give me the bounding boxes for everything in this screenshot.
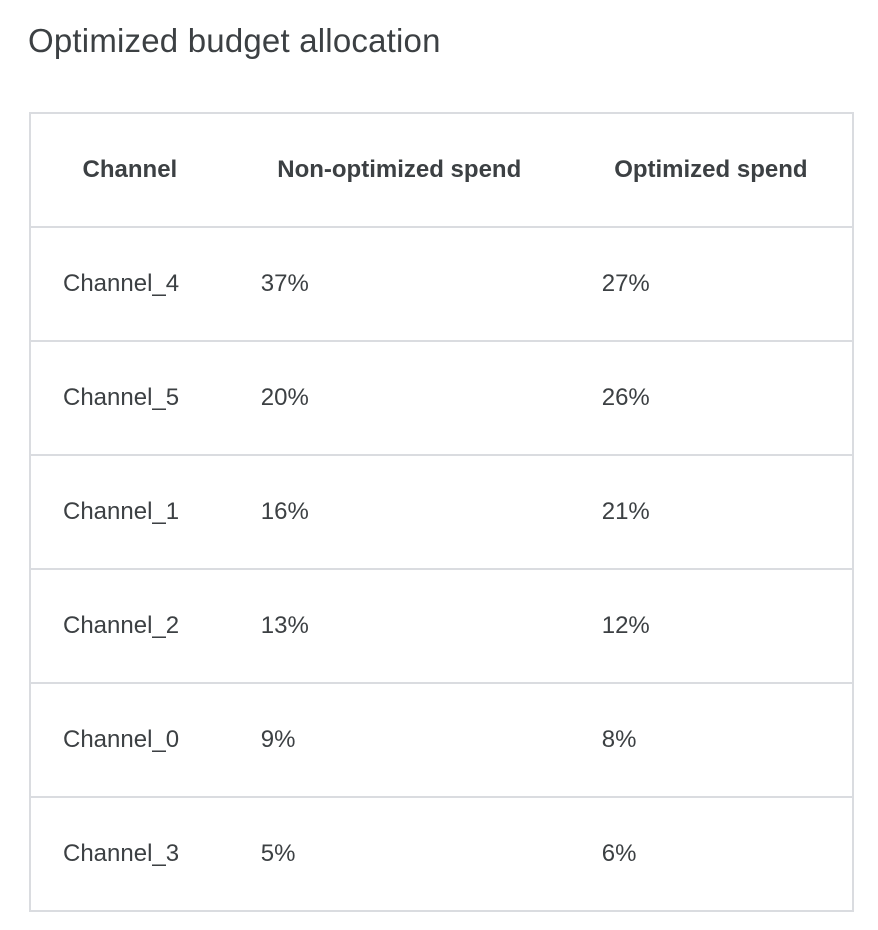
budget-allocation-table: Channel Non-optimized spend Optimized sp… (29, 112, 854, 912)
cell-channel: Channel_3 (63, 840, 180, 867)
table-row: Channel_2 13% 12% (30, 569, 853, 684)
cell-channel: Channel_5 (30, 341, 229, 456)
cell-non-optimized-spend: 9% (228, 683, 570, 798)
table-row: Channel_0 9% 8% (30, 683, 853, 798)
cell-optimized-spend: 12% (569, 569, 853, 684)
cell-non-optimized-spend: 13% (228, 569, 570, 684)
cell-non-optimized-spend: 20% (228, 341, 570, 456)
table-header-row: Channel Non-optimized spend Optimized sp… (30, 113, 853, 228)
header-optimized-spend: Optimized spend (569, 113, 853, 228)
header-non-optimized-spend: Non-optimized spend (228, 113, 570, 228)
header-channel: Channel (30, 113, 229, 228)
cell-optimized-spend: 6% (601, 840, 637, 867)
page-title: Optimized budget allocation (28, 22, 441, 59)
cell-optimized-spend: 27% (569, 227, 853, 342)
cell-optimized-spend: 21% (569, 455, 853, 570)
table-row: Channel_3 5% 6% (30, 797, 853, 911)
cell-channel: Channel_2 (30, 569, 229, 684)
table-row: Channel_4 37% 27% (30, 227, 853, 342)
table-row: Channel_5 20% 26% (30, 341, 853, 456)
cell-non-optimized-spend: 5% (260, 840, 296, 867)
cell-channel: Channel_1 (30, 455, 229, 570)
cell-non-optimized-spend: 16% (228, 455, 570, 570)
cell-channel: Channel_0 (30, 683, 229, 798)
cell-non-optimized-spend: 37% (228, 227, 570, 342)
cell-channel: Channel_4 (30, 227, 229, 342)
cell-optimized-spend: 8% (569, 683, 853, 798)
cell-optimized-spend: 26% (569, 341, 853, 456)
table-row: Channel_1 16% 21% (30, 455, 853, 570)
